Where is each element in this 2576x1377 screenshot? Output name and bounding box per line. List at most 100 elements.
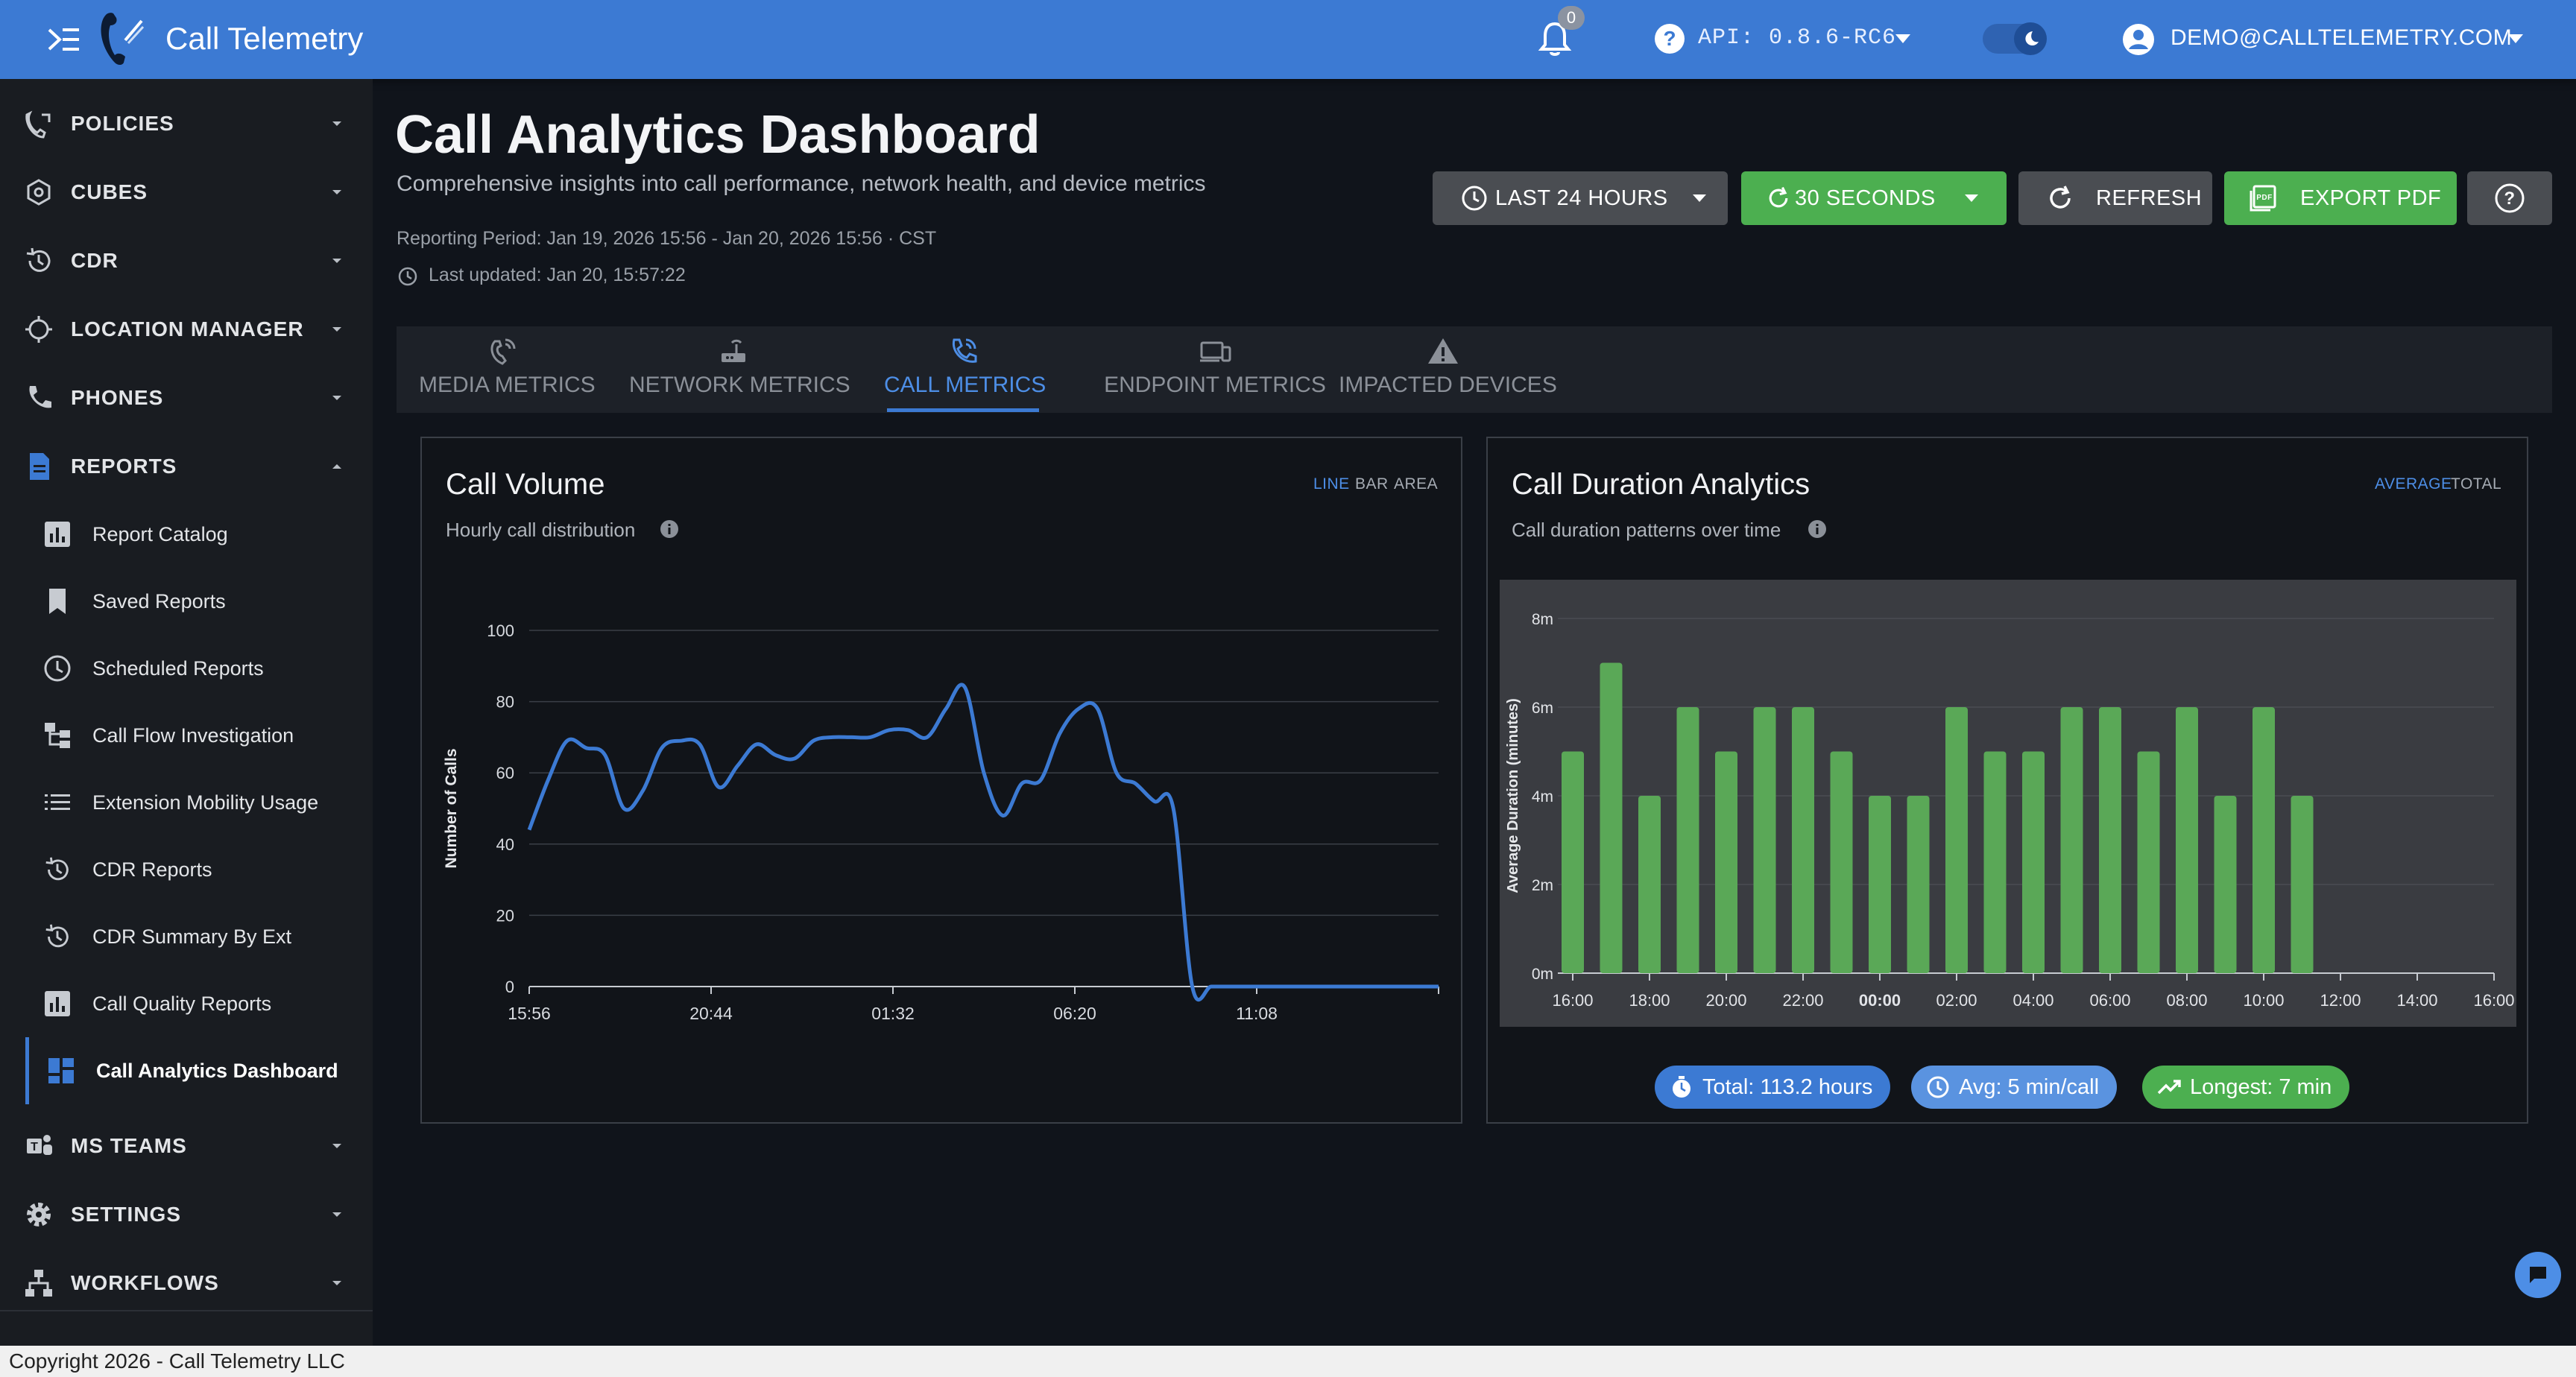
- y-tick-label: 60: [496, 764, 514, 782]
- duration-bar: [1638, 796, 1661, 973]
- x-tick-label: 14:00: [2396, 991, 2437, 1010]
- info-icon[interactable]: [1807, 519, 1828, 539]
- y-tick-label: 80: [496, 693, 514, 712]
- sidebar-subitem-report-catalog[interactable]: Report Catalog: [25, 501, 373, 568]
- sidebar-subitem-saved-reports[interactable]: Saved Reports: [25, 568, 373, 635]
- devices-icon: [1200, 341, 1231, 362]
- call-volume-panel: Call Volume Hourly call distribution LIN…: [420, 437, 1462, 1124]
- call-duration-panel: Call Duration Analytics Call duration pa…: [1486, 437, 2528, 1124]
- sidebar-subitem-label: Saved Reports: [92, 589, 226, 612]
- sidebar-subitem-call-analytics-dashboard[interactable]: Call Analytics Dashboard: [25, 1037, 373, 1104]
- tab-call-metrics[interactable]: CALL METRICS: [884, 326, 1046, 413]
- tab-endpoint-metrics[interactable]: ENDPOINT METRICS: [1082, 326, 1348, 413]
- moon-icon: [2025, 31, 2039, 46]
- panel-title: Call Duration Analytics: [1512, 468, 1811, 501]
- x-tick-label: 16:00: [1552, 991, 1593, 1010]
- history-icon: [45, 857, 69, 881]
- app-title[interactable]: Call Telemetry: [165, 21, 364, 56]
- dashboard-icon: [48, 1058, 74, 1083]
- toggle-average[interactable]: AVERAGE: [2375, 475, 2452, 493]
- export-pdf-button[interactable]: PDF EXPORT PDF: [2224, 171, 2457, 225]
- y-tick-label: 2m: [1532, 877, 1553, 894]
- trending-up-icon: [2157, 1080, 2181, 1095]
- duration-bar: [1983, 751, 2007, 973]
- x-tick-label: 06:00: [2089, 991, 2130, 1010]
- call-volume-chart: 0 20 40 60 80 100 15:56 20:44 01:32 06:20 11:08 Num…: [443, 621, 1439, 1023]
- dashboard-help-button[interactable]: ?: [2467, 171, 2552, 225]
- api-dropdown-caret-icon[interactable]: [1893, 31, 1913, 46]
- time-range-select[interactable]: LAST 24 HOURS: [1433, 171, 1728, 225]
- sidebar-item-label: MS TEAMS: [71, 1134, 187, 1157]
- phone-policy-icon: [25, 110, 51, 139]
- time-range-label: LAST 24 HOURS: [1495, 186, 1668, 210]
- export-pdf-label: EXPORT PDF: [2300, 186, 2442, 210]
- sidebar-item-location-manager[interactable]: LOCATION MANAGER: [0, 295, 373, 364]
- duration-bar: [2214, 796, 2237, 973]
- notification-count-badge: 0: [1558, 6, 1585, 30]
- total-duration-label: Total: 113.2 hours: [1702, 1074, 1873, 1099]
- duration-bar: [1753, 707, 1776, 973]
- account-circle-icon[interactable]: [2121, 22, 2156, 57]
- tab-impacted-devices[interactable]: IMPACTED DEVICES: [1339, 326, 1557, 413]
- sidebar-item-settings[interactable]: SETTINGS: [0, 1180, 373, 1249]
- sidebar-subitem-cdr-summary-by-ext[interactable]: CDR Summary By Ext: [25, 903, 373, 970]
- api-version-label[interactable]: API: 0.8.6-RC6: [1698, 25, 1897, 51]
- sidebar-item-label: WORKFLOWS: [71, 1271, 219, 1294]
- duration-bar: [2022, 751, 2045, 973]
- sidebar-item-policies[interactable]: POLICIES: [0, 89, 373, 158]
- duration-bar: [1830, 751, 1853, 973]
- teams-icon: T: [27, 1135, 52, 1155]
- sidebar-subitem-cdr-reports[interactable]: CDR Reports: [25, 836, 373, 903]
- toggle-line[interactable]: LINE: [1313, 475, 1350, 493]
- refresh-interval-select[interactable]: 30 SECONDS: [1741, 171, 2007, 225]
- x-tick-label: 01:32: [871, 1004, 915, 1023]
- duration-bar: [2137, 751, 2160, 973]
- sidebar-item-reports[interactable]: REPORTS: [0, 432, 373, 501]
- user-menu-caret-icon[interactable]: [2506, 31, 2525, 46]
- user-email[interactable]: DEMO@CALLTELEMETRY.COM: [2171, 25, 2513, 50]
- toggle-area[interactable]: AREA: [1394, 475, 1439, 493]
- bar-chart-icon: [45, 522, 70, 547]
- refresh-button[interactable]: REFRESH: [2018, 171, 2212, 225]
- theme-toggle-knob[interactable]: [2014, 22, 2047, 55]
- tab-network-metrics[interactable]: NETWORK METRICS: [629, 326, 850, 413]
- clock-icon: [44, 655, 71, 682]
- x-tick-label: 12:00: [2320, 991, 2361, 1010]
- gear-icon: [27, 1203, 51, 1226]
- sidebar-item-phones[interactable]: PHONES: [0, 364, 373, 432]
- sidebar-item-cdr[interactable]: CDR: [0, 227, 373, 295]
- menu-toggle-icon[interactable]: [45, 21, 82, 58]
- y-tick-label: 40: [496, 835, 514, 854]
- tab-label: ENDPOINT METRICS: [1104, 373, 1326, 397]
- toggle-total[interactable]: TOTAL: [2451, 475, 2502, 493]
- sidebar-item-workflows[interactable]: WORKFLOWS: [0, 1249, 373, 1317]
- y-tick-label: 6m: [1532, 700, 1553, 717]
- history-icon: [45, 924, 69, 948]
- call-telemetry-logo-icon[interactable]: [95, 10, 148, 69]
- svg-text:?: ?: [2504, 189, 2515, 209]
- duration-bar: [2060, 707, 2083, 973]
- chevron-up-icon: [332, 464, 341, 469]
- sidebar-item-ms-teams[interactable]: T MS TEAMS: [0, 1112, 373, 1180]
- tab-media-metrics[interactable]: MEDIA METRICS: [419, 326, 596, 413]
- toggle-bar[interactable]: BAR: [1355, 475, 1389, 493]
- tab-label: MEDIA METRICS: [419, 373, 596, 397]
- chat-button[interactable]: [2515, 1252, 2561, 1298]
- sidebar-subitem-call-flow-investigation[interactable]: Call Flow Investigation: [25, 702, 373, 769]
- refresh-icon: [2050, 186, 2071, 209]
- chevron-down-icon: [332, 259, 341, 263]
- duration-bar: [1907, 796, 1930, 973]
- sidebar-subitem-label: Extension Mobility Usage: [92, 791, 319, 814]
- sidebar-item-cubes[interactable]: CUBES: [0, 158, 373, 227]
- svg-text:T: T: [31, 1141, 38, 1153]
- chevron-down-icon: [1692, 194, 1706, 202]
- bookmark-icon: [49, 589, 66, 614]
- sidebar-subitem-call-quality-reports[interactable]: Call Quality Reports: [25, 970, 373, 1037]
- avg-duration-label: Avg: 5 min/call: [1959, 1074, 2100, 1099]
- info-icon[interactable]: [659, 519, 680, 539]
- help-icon[interactable]: ?: [1653, 22, 1686, 55]
- sidebar-subitem-scheduled-reports[interactable]: Scheduled Reports: [25, 635, 373, 702]
- duration-bar: [2099, 707, 2121, 973]
- sidebar-subitem-extension-mobility-usage[interactable]: Extension Mobility Usage: [25, 769, 373, 836]
- chevron-down-icon: [1964, 194, 1978, 202]
